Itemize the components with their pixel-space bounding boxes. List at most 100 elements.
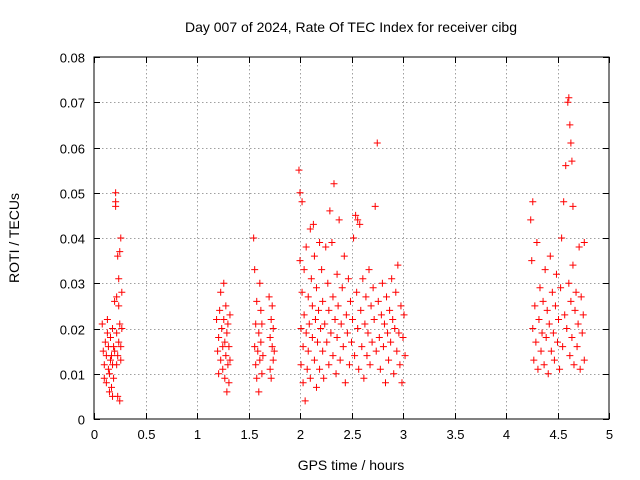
data-point bbox=[104, 365, 112, 373]
data-point bbox=[374, 297, 382, 305]
data-point bbox=[344, 275, 352, 283]
data-point bbox=[221, 374, 229, 382]
data-point bbox=[383, 293, 391, 301]
data-point bbox=[571, 306, 579, 314]
y-tick-label: 0.03 bbox=[60, 277, 85, 292]
data-point bbox=[329, 352, 337, 360]
data-point bbox=[532, 338, 540, 346]
data-point bbox=[568, 157, 576, 165]
data-point bbox=[348, 338, 355, 346]
data-point bbox=[541, 266, 549, 274]
data-point bbox=[312, 383, 320, 391]
data-point bbox=[576, 365, 584, 373]
data-point bbox=[113, 361, 121, 369]
y-tick-label: 0.05 bbox=[60, 187, 85, 202]
data-point bbox=[332, 370, 340, 378]
data-point bbox=[385, 356, 393, 364]
data-point bbox=[214, 347, 222, 355]
data-point bbox=[378, 279, 386, 287]
data-point bbox=[220, 315, 228, 323]
data-point bbox=[580, 356, 588, 364]
y-tick-label: 0.02 bbox=[60, 323, 85, 338]
data-point bbox=[308, 302, 316, 310]
data-point bbox=[528, 257, 536, 265]
x-tick-label: 5 bbox=[606, 427, 613, 442]
data-point bbox=[339, 343, 347, 351]
data-point bbox=[370, 315, 378, 323]
y-tick-label: 0.06 bbox=[60, 142, 85, 157]
data-point bbox=[567, 297, 575, 305]
data-point bbox=[116, 397, 124, 405]
data-point bbox=[108, 383, 116, 391]
y-tick-label: 0.04 bbox=[60, 232, 85, 247]
data-point bbox=[533, 239, 541, 247]
data-point bbox=[115, 275, 123, 283]
data-point bbox=[297, 325, 305, 332]
data-point bbox=[365, 266, 373, 274]
data-point bbox=[542, 334, 550, 342]
data-point bbox=[268, 343, 276, 351]
data-point bbox=[560, 198, 568, 206]
data-point bbox=[547, 347, 555, 355]
data-point bbox=[259, 352, 267, 360]
data-point bbox=[310, 356, 318, 364]
data-point bbox=[392, 288, 400, 296]
data-point bbox=[538, 329, 546, 337]
data-point bbox=[527, 216, 535, 224]
data-point bbox=[393, 347, 401, 355]
x-tick-label: 4.5 bbox=[549, 427, 567, 442]
data-point bbox=[373, 139, 381, 147]
data-point bbox=[573, 343, 581, 351]
data-point bbox=[574, 320, 582, 328]
plot-frame bbox=[93, 56, 610, 420]
data-point bbox=[324, 279, 332, 287]
data-point bbox=[327, 329, 335, 337]
data-point bbox=[258, 370, 266, 378]
data-point bbox=[219, 343, 227, 351]
data-point bbox=[401, 352, 409, 360]
x-tick-label: 2.5 bbox=[343, 427, 361, 442]
data-point bbox=[100, 361, 108, 369]
data-point bbox=[113, 329, 121, 337]
data-point bbox=[380, 320, 388, 328]
data-point bbox=[540, 361, 548, 369]
x-tick-label: 0.5 bbox=[137, 427, 155, 442]
data-point bbox=[350, 234, 358, 242]
data-point bbox=[368, 338, 376, 346]
data-point bbox=[322, 243, 330, 251]
data-point bbox=[315, 306, 323, 314]
data-point bbox=[366, 361, 374, 369]
data-point bbox=[255, 388, 263, 396]
data-point bbox=[561, 311, 569, 319]
x-axis-title: GPS time / hours bbox=[298, 457, 405, 473]
data-point bbox=[117, 356, 125, 364]
data-point bbox=[358, 343, 366, 351]
data-point bbox=[266, 334, 274, 342]
data-point bbox=[355, 365, 363, 373]
data-point bbox=[224, 361, 232, 369]
data-point bbox=[399, 334, 407, 342]
data-point bbox=[254, 347, 262, 355]
data-point bbox=[305, 320, 313, 328]
data-point bbox=[331, 315, 339, 323]
data-point bbox=[578, 329, 586, 337]
data-point bbox=[224, 320, 232, 328]
data-point bbox=[257, 306, 265, 314]
data-point bbox=[99, 347, 107, 355]
data-point bbox=[302, 243, 310, 251]
data-point bbox=[377, 311, 385, 319]
data-point bbox=[116, 248, 124, 256]
data-point bbox=[531, 302, 539, 310]
data-point bbox=[351, 352, 359, 360]
data-point bbox=[397, 302, 405, 310]
data-point bbox=[111, 347, 119, 355]
data-point bbox=[298, 198, 306, 206]
data-point bbox=[338, 284, 346, 292]
data-point bbox=[342, 311, 350, 319]
data-point bbox=[559, 343, 567, 351]
data-point bbox=[225, 379, 233, 387]
data-point bbox=[376, 365, 384, 373]
data-point bbox=[400, 311, 408, 319]
data-point bbox=[321, 320, 329, 328]
